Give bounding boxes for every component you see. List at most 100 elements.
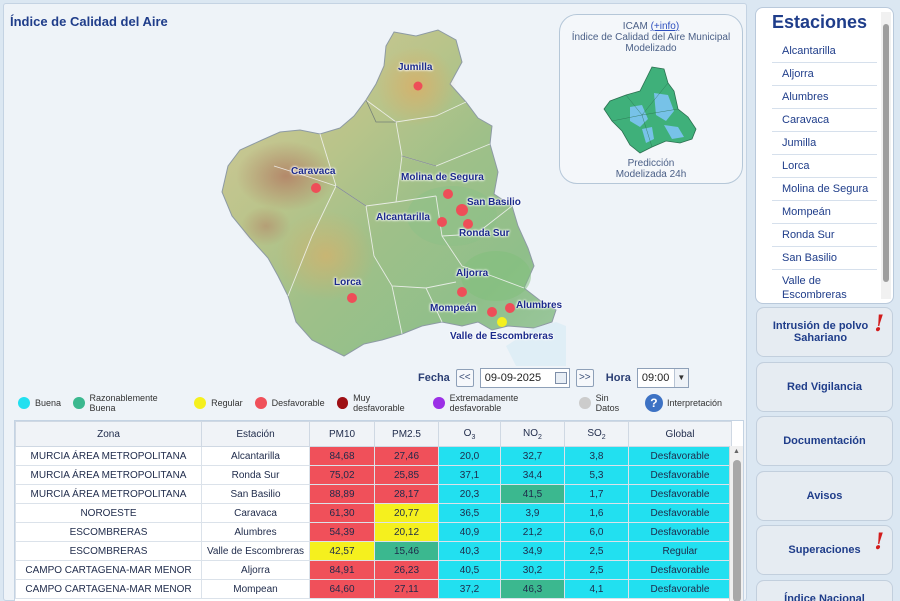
- estacion-item[interactable]: Lorca: [772, 155, 877, 178]
- cell-pm10: 61,30: [309, 503, 375, 523]
- table-row[interactable]: MURCIA ÁREA METROPOLITANA Ronda Sur 75,02 2…: [15, 465, 732, 485]
- map-label-mompean[interactable]: Mompeán: [430, 303, 477, 314]
- calendar-icon[interactable]: [554, 372, 567, 384]
- table-row[interactable]: MURCIA ÁREA METROPOLITANA San Basilio 88,8…: [15, 484, 732, 504]
- col-pm25[interactable]: PM2.5: [374, 421, 439, 447]
- icam-info-link[interactable]: (+info): [650, 21, 680, 32]
- icam-title: ICAM: [622, 21, 648, 32]
- station-dot-lorca: [347, 293, 357, 303]
- cell-zona: MURCIA ÁREA METROPOLITANA: [15, 484, 202, 504]
- table-row[interactable]: NOROESTE Caravaca 61,30 20,77 36,5 3,9 1,6 Desf…: [15, 503, 732, 523]
- cell-global: Desfavorable: [628, 465, 732, 485]
- estacion-item[interactable]: Alumbres: [772, 86, 877, 109]
- legend-item-regular: Regular: [194, 397, 243, 409]
- cell-so2: 6,0: [564, 522, 629, 542]
- interpretacion-link[interactable]: ? Interpretación: [644, 394, 722, 412]
- station-dot-rondasur: [463, 219, 473, 229]
- table-row[interactable]: ESCOMBRERAS Valle de Escombreras 42,57 15,4…: [15, 541, 732, 561]
- scroll-thumb[interactable]: [733, 460, 741, 601]
- map-label-aljorra[interactable]: Aljorra: [456, 268, 489, 279]
- legend-dot: [18, 397, 30, 409]
- chevron-down-icon[interactable]: ▼: [673, 369, 688, 387]
- cell-no2: 3,9: [500, 503, 565, 523]
- info-icon[interactable]: ?: [644, 394, 663, 412]
- cell-zona: ESCOMBRERAS: [15, 522, 202, 542]
- next-date-button[interactable]: >>: [575, 369, 594, 387]
- cell-o3: 37,1: [438, 465, 501, 485]
- indice-nacional-button[interactable]: Índice Nacional: [756, 580, 893, 601]
- icam-mini-map[interactable]: [602, 65, 698, 155]
- map-label-alcantarilla[interactable]: Alcantarilla: [376, 212, 430, 223]
- legend-dot: [579, 397, 591, 409]
- map-label-jumilla[interactable]: Jumilla: [398, 62, 433, 73]
- cell-pm25: 27,11: [374, 579, 439, 599]
- col-no2[interactable]: NO2: [500, 421, 565, 447]
- col-global[interactable]: Global: [628, 421, 732, 447]
- estacion-item[interactable]: Ronda Sur: [772, 224, 877, 247]
- legend-dot: [73, 397, 85, 409]
- estacion-item[interactable]: Caravaca: [772, 109, 877, 132]
- cell-o3: 37,2: [438, 579, 501, 599]
- cell-pm10: 64,60: [309, 579, 375, 599]
- col-o3[interactable]: O3: [438, 421, 501, 447]
- table-header-row: Zona Estación PM10 PM2.5 O3 NO2 SO2 Glob…: [15, 421, 732, 447]
- map-label-sanbasilio[interactable]: San Basilio: [467, 197, 521, 208]
- cell-o3: 40,3: [438, 541, 501, 561]
- map-label-rondasur[interactable]: Ronda Sur: [459, 228, 510, 239]
- icam-panel[interactable]: ICAM (+info) Índice de Calidad del Aire …: [559, 14, 743, 184]
- scroll-up-icon[interactable]: ▲: [733, 448, 740, 455]
- cell-zona: CAMPO CARTAGENA-MAR MENOR: [15, 579, 202, 599]
- estacion-item[interactable]: Molina de Segura: [772, 178, 877, 201]
- cell-pm25: 26,23: [374, 560, 439, 580]
- map-label-caravaca[interactable]: Caravaca: [291, 166, 336, 177]
- map-label-lorca[interactable]: Lorca: [334, 277, 362, 288]
- date-input[interactable]: 09-09-2025: [479, 368, 570, 388]
- estacion-item[interactable]: Alcantarilla: [772, 40, 877, 63]
- date-controls: Fecha << 09-09-2025 >> Hora 09:00 ▼: [418, 368, 689, 388]
- map-label-molina[interactable]: Molina de Segura: [401, 172, 484, 183]
- legend-item-razonable: Razonablemente Buena: [73, 393, 182, 413]
- station-dot-sanbasilio: [456, 204, 468, 216]
- col-pm10[interactable]: PM10: [309, 421, 375, 447]
- estacion-item[interactable]: San Basilio: [772, 247, 877, 270]
- prev-date-button[interactable]: <<: [455, 369, 474, 387]
- estaciones-title: Estaciones: [772, 12, 868, 32]
- superaciones-button[interactable]: Superaciones !: [756, 525, 893, 575]
- col-estacion[interactable]: Estación: [201, 421, 310, 447]
- table-scrollbar[interactable]: ▲: [729, 446, 743, 601]
- icam-subtitle-2: Modelizado: [625, 43, 677, 54]
- table-row[interactable]: CAMPO CARTAGENA-MAR MENOR Aljorra 84,91 26,…: [15, 560, 732, 580]
- documentacion-button[interactable]: Documentación: [756, 416, 893, 466]
- cell-zona: MURCIA ÁREA METROPOLITANA: [15, 446, 202, 466]
- cell-no2: 34,4: [500, 465, 565, 485]
- cell-so2: 1,6: [564, 503, 629, 523]
- table-row[interactable]: CAMPO CARTAGENA-MAR MENOR Mompean 64,60 27,…: [15, 579, 732, 599]
- cell-estacion: Alcantarilla: [201, 446, 310, 466]
- avisos-button[interactable]: Avisos: [756, 471, 893, 521]
- cell-global: Desfavorable: [628, 579, 732, 599]
- region-map[interactable]: [216, 26, 566, 366]
- cell-pm25: 25,85: [374, 465, 439, 485]
- col-so2[interactable]: SO2: [564, 421, 629, 447]
- table-row[interactable]: ESCOMBRERAS Alumbres 54,39 20,12 40,9 21,2 6,0…: [15, 522, 732, 542]
- table-row[interactable]: MURCIA ÁREA METROPOLITANA Alcantarilla 84,…: [15, 446, 732, 466]
- icam-prediction-2: Modelizada 24h: [615, 169, 687, 180]
- cell-pm10: 54,39: [309, 522, 375, 542]
- col-zona[interactable]: Zona: [15, 421, 202, 447]
- cell-so2: 2,5: [564, 541, 629, 561]
- hour-value: 09:00: [641, 372, 670, 384]
- map-label-escombreras[interactable]: Valle de Escombreras: [450, 331, 554, 342]
- cell-o3: 40,9: [438, 522, 501, 542]
- red-vigilancia-button[interactable]: Red Vigilancia: [756, 362, 893, 412]
- cell-pm10: 75,02: [309, 465, 375, 485]
- map-label-alumbres[interactable]: Alumbres: [516, 300, 563, 311]
- hour-select[interactable]: 09:00 ▼: [636, 368, 689, 388]
- estacion-item[interactable]: Aljorra: [772, 63, 877, 86]
- estaciones-scrollbar[interactable]: [881, 12, 891, 299]
- estacion-item[interactable]: Valle de Escombreras: [772, 270, 877, 303]
- legend-item-buena: Buena: [18, 397, 61, 409]
- estacion-item[interactable]: Mompeán: [772, 201, 877, 224]
- estacion-item[interactable]: Jumilla: [772, 132, 877, 155]
- intrusion-polvo-button[interactable]: Intrusión de polvo Sahariano !: [756, 307, 893, 357]
- scroll-thumb[interactable]: [883, 24, 889, 282]
